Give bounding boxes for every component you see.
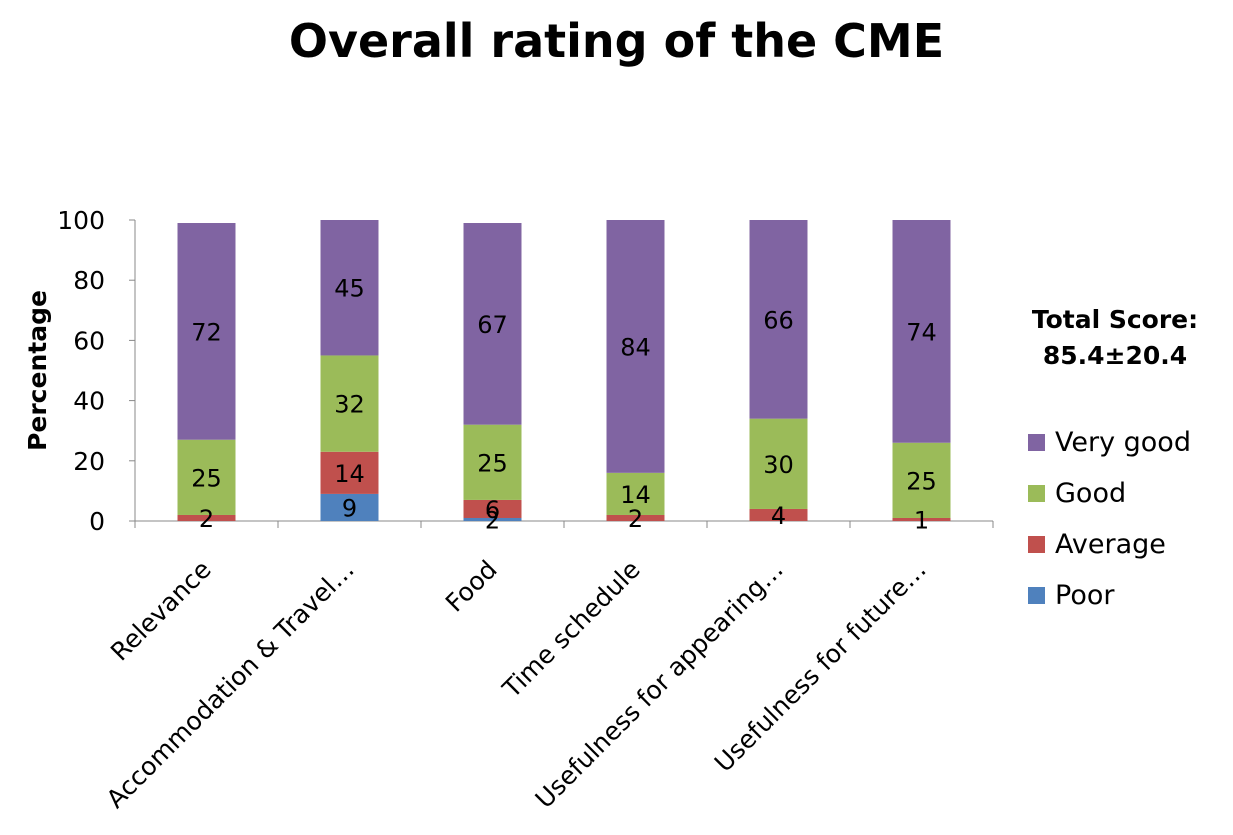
bar-average — [463, 499, 522, 518]
bar-very-good — [892, 220, 951, 443]
total-score-annotation: Total Score: 85.4±20.4 — [1010, 302, 1220, 374]
y-tick-label: 0 — [89, 507, 105, 536]
bar-good — [320, 355, 379, 452]
bar-good — [463, 424, 522, 500]
data-label: 67 — [477, 311, 508, 339]
total-score-label: Total Score: — [1031, 305, 1199, 334]
x-tick-label: Food — [440, 555, 503, 618]
chart-title: Overall rating of the CME — [288, 14, 945, 68]
data-label: 2 — [199, 505, 214, 533]
data-label: 66 — [763, 306, 794, 334]
legend-label: Good — [1055, 478, 1127, 509]
legend-swatch — [1028, 587, 1045, 604]
total-score-value: 85.4±20.4 — [1042, 341, 1188, 370]
legend-swatch — [1028, 536, 1045, 553]
data-label: 14 — [334, 460, 365, 488]
data-label: 4 — [771, 502, 786, 530]
data-label: 25 — [191, 464, 222, 492]
bar-average — [892, 517, 951, 521]
x-tick-label: Accommodation & Travel… — [101, 555, 360, 814]
data-label: 30 — [763, 451, 794, 479]
data-label: 25 — [906, 467, 937, 495]
bar-poor — [463, 517, 522, 521]
data-label: 74 — [906, 318, 937, 346]
legend-item: Average — [1028, 519, 1191, 570]
bar-very-good — [177, 223, 236, 440]
legend-swatch — [1028, 485, 1045, 502]
bar-average — [177, 514, 236, 521]
y-tick-label: 40 — [73, 387, 105, 416]
legend-item: Good — [1028, 468, 1191, 519]
bar-average — [749, 508, 808, 521]
legend-label: Poor — [1055, 580, 1115, 611]
legend-item: Poor — [1028, 570, 1191, 621]
x-tick-label: Usefulness for appearing… — [530, 555, 789, 814]
bar-good — [749, 418, 808, 509]
data-label: 14 — [620, 481, 651, 509]
bar-good — [177, 439, 236, 515]
bar-good — [606, 472, 665, 515]
bar-very-good — [320, 220, 379, 356]
legend-item: Very good — [1028, 417, 1191, 468]
y-tick-label: 20 — [73, 447, 105, 476]
bar-very-good — [749, 220, 808, 419]
bar-poor — [320, 493, 379, 521]
bar-average — [606, 514, 665, 521]
data-label: 32 — [334, 391, 365, 419]
bar-good — [892, 442, 951, 518]
bar-very-good — [606, 220, 665, 473]
y-tick-label: 60 — [73, 326, 105, 355]
data-label: 72 — [191, 318, 222, 346]
legend-swatch — [1028, 434, 1045, 451]
legend-label: Very good — [1055, 427, 1191, 458]
x-tick-label: Time schedule — [496, 555, 645, 704]
data-label: 6 — [485, 496, 500, 524]
bar-very-good — [463, 223, 522, 425]
legend-label: Average — [1055, 529, 1166, 560]
bar-average — [320, 451, 379, 494]
data-label: 84 — [620, 333, 651, 361]
data-label: 1 — [914, 506, 929, 534]
data-label: 9 — [342, 494, 357, 522]
legend: Very good Good Average Poor — [1028, 417, 1191, 621]
y-tick-label: 80 — [73, 266, 105, 295]
x-tick-label: Relevance — [105, 555, 217, 667]
data-label: 25 — [477, 449, 508, 477]
data-label: 2 — [485, 506, 500, 534]
y-tick-label: 100 — [57, 206, 105, 235]
data-label: 45 — [334, 275, 365, 303]
y-axis-label: Percentage — [23, 290, 52, 451]
data-label: 2 — [628, 505, 643, 533]
